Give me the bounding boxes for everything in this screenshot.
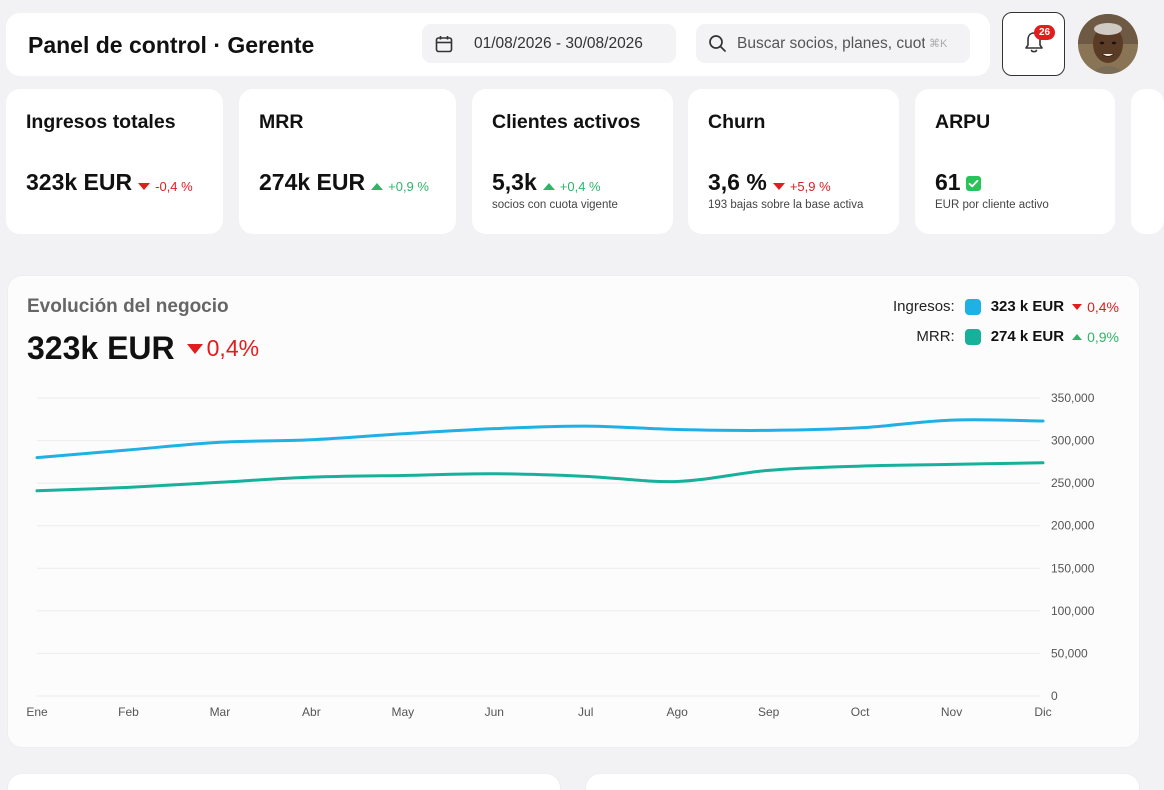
date-range-label: 01/08/2026 - 30/08/2026 [474, 34, 643, 52]
legend-swatch [964, 328, 981, 345]
chart-headline-value: 323k EUR [27, 330, 175, 366]
x-tick-label: Sep [758, 705, 780, 719]
y-tick-label: 250,000 [1051, 476, 1095, 490]
x-tick-label: Abr [302, 705, 321, 719]
legend-swatch [964, 298, 981, 315]
kpi-card-mrr[interactable]: MRR 274k EUR +0,9 % [239, 89, 456, 234]
chart-title: Evolución del negocio [27, 296, 229, 317]
x-tick-label: Ene [26, 705, 48, 719]
check-icon [965, 176, 981, 191]
y-tick-label: 0 [1051, 689, 1058, 703]
kpi-card-clientes-activos[interactable]: Clientes activos 5,3k +0,4 % socios con … [472, 89, 673, 234]
kpi-subtext: 193 bajas sobre la base activa [708, 199, 864, 211]
bottom-card-left [8, 774, 560, 790]
date-range-picker[interactable]: 01/08/2026 - 30/08/2026 [422, 24, 676, 63]
kpi-subtext: EUR por cliente activo [935, 199, 1049, 211]
kpi-label: Ingresos totales [26, 111, 176, 133]
kpi-label: ARPU [935, 111, 991, 133]
kpi-card-churn[interactable]: Churn 3,6 % +5,9 % 193 bajas sobre la ba… [688, 89, 899, 234]
x-tick-label: Jul [578, 705, 593, 719]
kpi-delta: +0,4 % [542, 179, 601, 194]
chart-card: Evolución del negocio 323k EUR 0,4% Ingr… [8, 276, 1139, 747]
x-tick-label: Feb [118, 705, 139, 719]
x-tick-label: May [391, 705, 414, 719]
legend-item-ingresos[interactable]: Ingresos: 323 k EUR 0,4% [893, 298, 1119, 315]
kpi-value: 274k EUR [259, 169, 366, 195]
y-tick-label: 150,000 [1051, 561, 1095, 575]
kpi-card-partial[interactable] [1131, 89, 1164, 234]
x-tick-label: Dic [1034, 705, 1051, 719]
kpi-subtext: socios con cuota vigente [492, 199, 618, 211]
kpi-label: MRR [259, 111, 304, 133]
kpi-value: 61 [935, 169, 961, 195]
kpi-label: Churn [708, 111, 766, 133]
kpi-label: Clientes activos [492, 111, 641, 133]
y-tick-label: 300,000 [1051, 434, 1095, 448]
x-tick-label: Oct [851, 705, 870, 719]
chart-headline: 323k EUR 0,4% [27, 330, 259, 367]
search-input[interactable] [737, 34, 925, 53]
x-tick-label: Ago [667, 705, 689, 719]
x-tick-label: Mar [210, 705, 231, 719]
calendar-icon [434, 34, 454, 54]
series-line-mrr [35, 461, 1045, 493]
line-chart: 350,000 300,000 250,000 200,000 150,000 100,0… [26, 391, 1095, 719]
trend-down-icon [772, 183, 785, 190]
kpi-card-arpu[interactable]: ARPU 61 EUR por cliente activo [915, 89, 1115, 234]
search-shortcut-hint: ⌘K [929, 38, 948, 50]
chart-headline-delta: 0,4% [206, 335, 260, 361]
y-tick-label: 200,000 [1051, 519, 1095, 533]
trend-up-icon [371, 183, 384, 190]
x-tick-label: Nov [941, 705, 962, 719]
bottom-card-right [586, 774, 1139, 790]
kpi-value: 323k EUR [26, 169, 133, 195]
trend-down-icon [138, 183, 151, 190]
series-line-ingresos [35, 418, 1045, 460]
trend-up-icon [542, 183, 555, 190]
top-header: Panel de control · Gerente 01/08/2026 - … [6, 13, 990, 76]
trend-down-icon [1072, 303, 1083, 310]
notifications-button[interactable]: 26 [1002, 12, 1065, 76]
user-avatar[interactable] [1078, 14, 1138, 74]
kpi-value: 3,6 % [708, 169, 767, 195]
y-tick-label: 100,000 [1051, 604, 1095, 618]
y-tick-label: 350,000 [1051, 391, 1095, 405]
trend-down-icon [186, 343, 203, 354]
legend-item-mrr[interactable]: MRR: 274 k EUR 0,9% [916, 328, 1119, 345]
trend-up-icon [1072, 333, 1083, 340]
y-tick-label: 50,000 [1051, 646, 1088, 660]
page-title: Panel de control · Gerente [28, 32, 315, 58]
kpi-delta: +0,9 % [371, 179, 429, 194]
kpi-value: 5,3k [492, 169, 537, 195]
x-tick-label: Jun [485, 705, 504, 719]
search-box[interactable]: ⌘K [696, 24, 970, 63]
kpi-delta: +5,9 % [772, 179, 831, 194]
kpi-delta: -0,4 % [138, 179, 193, 194]
notifications-badge: 26 [1034, 25, 1055, 40]
search-icon [708, 34, 727, 53]
kpi-card-ingresos[interactable]: Ingresos totales 323k EUR -0,4 % [6, 89, 223, 234]
